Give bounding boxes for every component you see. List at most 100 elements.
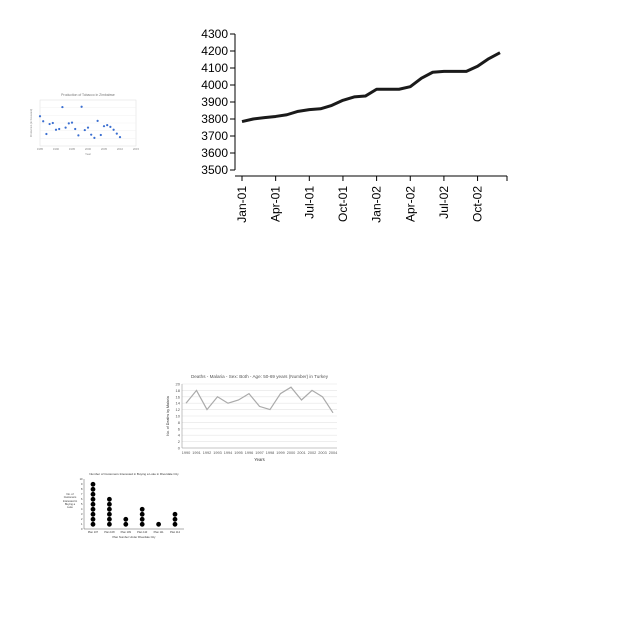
- data-dot: [139, 511, 145, 517]
- data-point: [77, 134, 80, 137]
- data-point: [58, 127, 61, 131]
- x-tick-label: 1990: [53, 147, 60, 151]
- data-dot: [90, 496, 96, 502]
- x-tick-label: 1991: [192, 451, 200, 455]
- x-tick-label: 1997: [255, 451, 263, 455]
- x-tick-label: 1993: [213, 451, 221, 455]
- data-point: [45, 132, 48, 136]
- data-point: [99, 133, 102, 137]
- data-dot: [123, 516, 129, 522]
- x-axis-label: Years: [254, 457, 265, 462]
- data-point: [86, 126, 90, 129]
- data-dot: [172, 511, 178, 517]
- x-tick-label: Oct-01: [336, 186, 350, 222]
- x-tick-label: Jan-02: [370, 186, 384, 223]
- y-tick-label: 9: [81, 482, 83, 486]
- data-dot: [139, 521, 145, 527]
- data-point: [112, 128, 115, 131]
- y-tick-label: 4: [178, 433, 181, 438]
- y-axis-label: Production (in thousand): [29, 109, 33, 137]
- x-tick-label: Plan 107: [88, 530, 99, 534]
- data-point: [118, 136, 122, 139]
- y-tick-label: 16: [176, 394, 181, 399]
- x-tick-label: Jul-02: [437, 186, 451, 219]
- data-dot: [107, 501, 112, 507]
- chart-title: Production of Tobacco in Zimbabwe: [61, 93, 115, 97]
- data-point: [115, 132, 118, 135]
- x-tick-label: Plan 109: [121, 530, 132, 534]
- x-tick-label: 1994: [224, 451, 232, 455]
- data-dot: [107, 511, 112, 517]
- data-dot: [90, 516, 96, 522]
- data-dot: [90, 511, 96, 517]
- x-tick-label: 2015: [133, 147, 140, 151]
- x-tick-label: Oct-02: [471, 186, 485, 222]
- customers-dot-plot: Number of Customers Interested in Buying…: [63, 472, 184, 539]
- data-dot: [107, 521, 112, 527]
- x-axis-label: Plan Number Under Riverdale City: [113, 535, 157, 539]
- data-dot: [139, 516, 145, 522]
- y-tick-label: 14: [176, 401, 181, 406]
- y-tick-label: 3800: [201, 112, 228, 126]
- x-tick-label: Apr-02: [403, 186, 417, 222]
- series-line: [241, 51, 501, 124]
- x-tick-label: Plan 112: [170, 530, 181, 534]
- y-tick-label: 4100: [201, 61, 228, 75]
- x-tick-label: 1985: [37, 147, 44, 151]
- y-tick-label: 2: [81, 517, 83, 521]
- y-tick-label: 7: [81, 492, 83, 496]
- y-tick-label: 3600: [201, 146, 228, 160]
- x-tick-label: Apr-01: [269, 186, 283, 222]
- x-tick-label: 2000: [287, 451, 295, 455]
- y-tick-label: 4300: [201, 27, 228, 41]
- main-line-chart: 3500 3600 3700 3800 3900 4000 4100 4200 4300 Jan-…: [201, 27, 508, 223]
- y-tick-label: 10: [80, 477, 83, 481]
- y-tick-label: 6: [178, 426, 181, 431]
- x-tick-label: 2001: [297, 451, 305, 455]
- y-tick-label: 4: [81, 507, 83, 511]
- y-tick-label: 5: [81, 502, 83, 506]
- data-dot: [90, 521, 96, 527]
- data-point: [67, 122, 70, 125]
- data-point: [70, 121, 74, 124]
- data-dot: [107, 516, 112, 522]
- data-dot: [90, 501, 96, 507]
- y-tick-label: 3900: [201, 95, 228, 109]
- y-tick-label: 2: [178, 439, 181, 444]
- x-tick-label: Plan 110: [137, 530, 148, 534]
- data-dot: [90, 491, 96, 497]
- y-tick-label: 3700: [201, 129, 228, 143]
- data-point: [93, 136, 96, 139]
- x-tick-label: 2010: [117, 147, 124, 151]
- x-tick-label: 2005: [101, 147, 108, 151]
- data-dot: [139, 506, 145, 512]
- series-line: [185, 386, 334, 414]
- x-tick-label: 1998: [266, 451, 274, 455]
- data-point: [106, 124, 109, 127]
- data-point: [74, 127, 77, 131]
- data-dot: [172, 521, 178, 527]
- chart-title: Number of Customers Interested in Buying…: [89, 472, 179, 476]
- y-tick-label: 1: [81, 522, 83, 526]
- x-tick-label: 1990: [182, 451, 190, 455]
- y-tick-label: 10: [176, 414, 181, 419]
- data-point: [51, 121, 54, 125]
- y-tick-label: 3500: [201, 163, 228, 177]
- tobacco-scatter-chart: Production of Tobacco in Zimbabwe 1985 199…: [29, 93, 140, 156]
- x-tick-label: 1992: [203, 451, 211, 455]
- y-tick-label: 0: [178, 446, 181, 451]
- data-point: [96, 119, 99, 122]
- data-dot: [90, 506, 96, 512]
- data-point: [109, 125, 112, 128]
- y-tick-label: 0: [81, 527, 83, 531]
- y-tick-label: 8: [178, 420, 181, 425]
- y-tick-label: 20: [176, 382, 181, 387]
- y-tick-label: 6: [81, 497, 83, 501]
- x-tick-label: 2002: [308, 451, 316, 455]
- x-tick-label: 2004: [329, 451, 337, 455]
- x-tick-label: 1999: [276, 451, 284, 455]
- data-point: [90, 133, 93, 136]
- data-dot: [123, 521, 129, 527]
- malaria-line-chart: Deaths - Malaria - Sex: Both - Age: 50-6…: [166, 374, 337, 462]
- data-point: [64, 126, 67, 129]
